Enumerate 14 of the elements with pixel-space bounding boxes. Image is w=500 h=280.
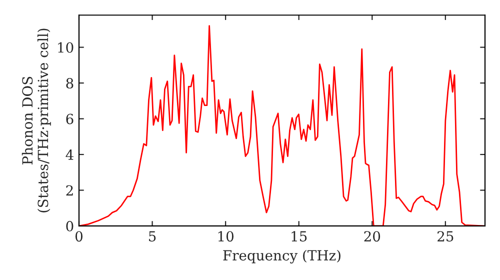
y-tick-label: 0 xyxy=(66,220,74,232)
y-tick-label: 10 xyxy=(58,42,74,53)
y-tick-label: 4 xyxy=(66,149,74,160)
y-tick-label: 8 xyxy=(66,78,74,88)
x-tick-label: 10 xyxy=(218,231,234,242)
y-tick-label: 2 xyxy=(66,185,73,196)
y-axis-title: Phonon DOS (States/THz·primitive cell) xyxy=(22,28,51,212)
x-tick-label: 0 xyxy=(75,231,82,242)
x-tick-label: 20 xyxy=(364,231,380,242)
y-tick-label: 6 xyxy=(66,114,74,124)
x-tick-label: 15 xyxy=(292,231,307,242)
x-axis-title: Frequency (THz) xyxy=(223,250,340,264)
x-tick-label: 5 xyxy=(149,231,156,242)
x-tick-label: 25 xyxy=(438,231,454,242)
